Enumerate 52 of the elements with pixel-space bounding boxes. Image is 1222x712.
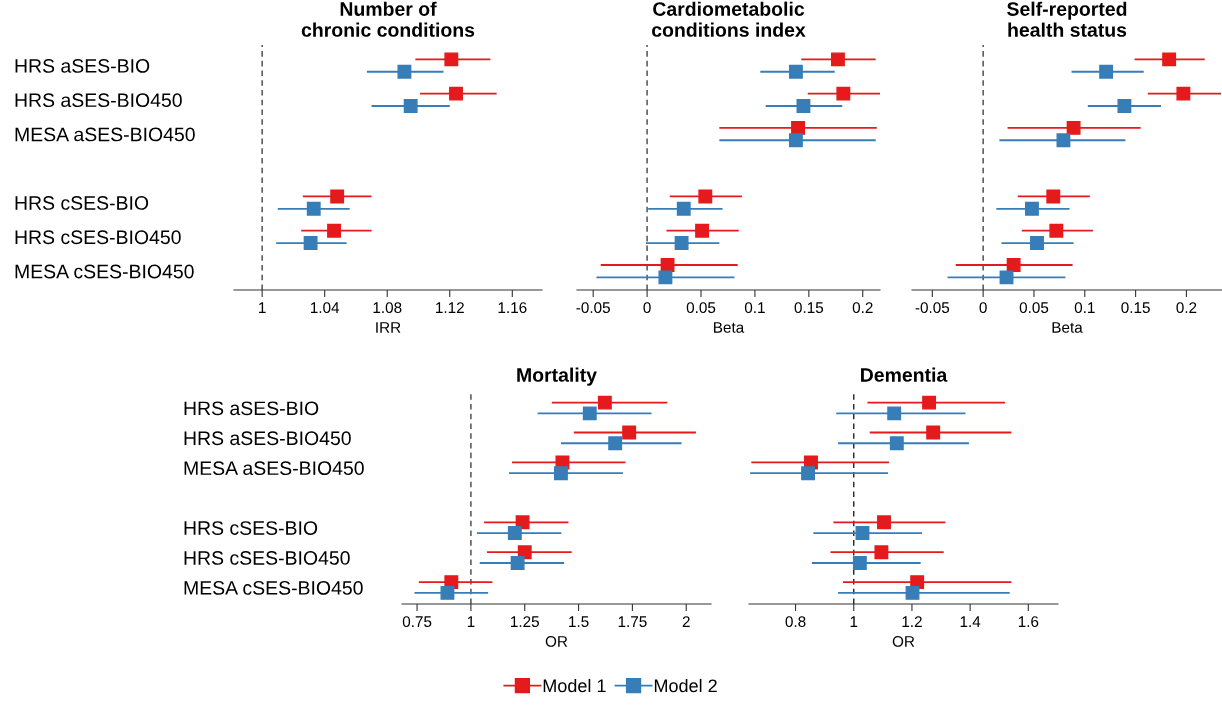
x-tick-label: 1.12 [436, 302, 464, 313]
x-tick-label: 0.05 [1019, 302, 1049, 314]
x-tick-label: 0.15 [1121, 302, 1150, 314]
legend-label: Model 2 [654, 678, 717, 693]
y-tick-label: HRS aSES-BIO [15, 59, 150, 73]
x-tick-label: 1 [467, 616, 475, 627]
y-tick-label: HRS aSES-BIO [184, 401, 319, 416]
chart-title: Number of chronic conditions [301, 1, 475, 37]
x-axis-title: OR [545, 636, 568, 647]
x-tick-label: 1.2 [902, 616, 922, 627]
y-tick-label: MESA cSES-BIO450 [15, 264, 194, 279]
x-axis-title: OR [892, 636, 915, 647]
x-tick-label: 1.4 [960, 616, 981, 627]
x-tick-label: 0.2 [852, 302, 873, 314]
chart-title: Cardiometabolic conditions index [652, 1, 806, 37]
x-tick-label: -0.05 [915, 302, 950, 314]
x-tick-label: 1.04 [310, 302, 340, 314]
x-tick-label: 1 [850, 616, 858, 627]
y-tick-label: MESA cSES-BIO450 [184, 581, 363, 595]
y-tick-label: HRS aSES-BIO450 [15, 93, 182, 108]
x-tick-label: 1.6 [1018, 616, 1039, 628]
legend-label: Model 1 [543, 678, 606, 693]
x-tick-label: 1.75 [618, 616, 647, 628]
x-tick-label: 0.15 [794, 302, 824, 314]
x-tick-label: 1.08 [373, 302, 402, 314]
y-tick-label: MESA aSES-BIO450 [184, 461, 364, 476]
x-tick-label: 1 [259, 302, 266, 313]
y-tick-label: MESA aSES-BIO450 [15, 127, 195, 142]
x-tick-label: 0.1 [1074, 302, 1095, 314]
x-tick-label: 2 [682, 616, 690, 627]
x-tick-label: 0.05 [686, 302, 716, 314]
chart-title: Dementia [861, 367, 948, 382]
x-tick-label: 1.16 [498, 302, 527, 314]
x-tick-label: 0.1 [744, 302, 765, 314]
x-tick-label: 0 [979, 302, 987, 314]
chart-title: Self-reported health status [1007, 1, 1127, 37]
x-tick-label: 0.8 [785, 616, 806, 628]
x-axis-title: Beta [1052, 322, 1083, 333]
x-tick-label: 0.2 [1176, 302, 1197, 314]
y-tick-label: HRS cSES-BIO450 [184, 551, 350, 565]
x-axis-title: IRR [376, 322, 401, 333]
y-tick-label: HRS cSES-BIO450 [15, 230, 181, 245]
x-tick-label: -0.05 [576, 302, 610, 314]
x-tick-label: 0 [643, 302, 651, 314]
x-tick-label: 1.25 [511, 616, 539, 628]
y-tick-label: HRS cSES-BIO [184, 521, 318, 535]
y-tick-label: HRS aSES-BIO450 [184, 431, 351, 446]
x-axis-title: Beta [714, 322, 745, 333]
x-tick-label: 1.5 [569, 616, 589, 628]
chart-title: Mortality [517, 367, 597, 386]
y-tick-label: HRS cSES-BIO [15, 196, 149, 210]
x-tick-label: 0.75 [402, 616, 432, 628]
